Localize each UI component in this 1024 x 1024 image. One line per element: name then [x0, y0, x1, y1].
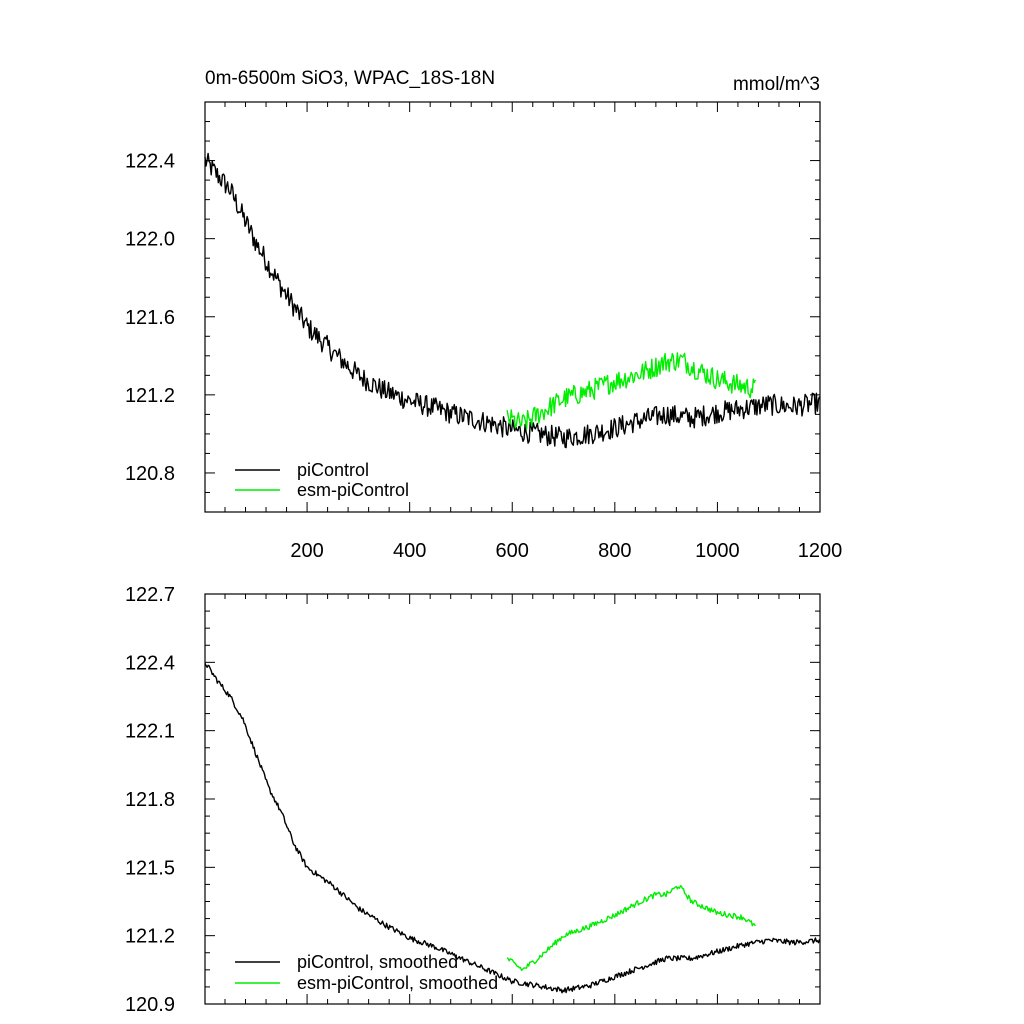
bottom-panel: 120.9 121.2 121.5 121.8 122.1 122.4 122.7 piCo… — [125, 584, 821, 1016]
top-panel-units: mmol/m^3 — [733, 74, 820, 95]
bottom-legend: piControl, smoothed esm-piControl, smoot… — [235, 952, 498, 993]
plot-frame — [204, 593, 821, 1005]
x-tick-label: 200 — [290, 540, 323, 562]
y-tick-label: 121.2 — [125, 926, 175, 948]
x-tick-label: 800 — [598, 540, 631, 562]
y-tick-label: 122.1 — [125, 721, 175, 743]
series-line-picontrol-smoothed — [204, 663, 821, 994]
y-tick-label: 120.9 — [125, 994, 175, 1016]
top-panel-title: 0m-6500m SiO3, WPAC_18S-18N — [205, 68, 495, 89]
y-tick-label: 121.6 — [125, 307, 175, 329]
bottom-plot-area: 120.9 121.2 121.5 121.8 122.1 122.4 122.7 — [125, 584, 821, 1016]
legend-label-picontrol-smoothed: piControl, smoothed — [297, 952, 458, 972]
y-tick-label: 122.4 — [125, 151, 175, 173]
y-tick-label: 122.4 — [125, 652, 175, 674]
x-tick-label: 1000 — [695, 540, 740, 562]
top-legend: piControl esm-piControl — [235, 460, 409, 500]
top-panel: 0m-6500m SiO3, WPAC_18S-18N mmol/m^3 200… — [125, 68, 842, 562]
y-tick-label: 121.8 — [125, 789, 175, 811]
top-plot-area: 200 400 600 800 1000 1200 120.8 121.2 121.6 122.0… — [125, 101, 843, 562]
y-tick-label: 121.5 — [125, 857, 175, 879]
legend-label-picontrol: piControl — [297, 460, 369, 480]
series-line-picontrol — [204, 152, 821, 449]
legend-label-esm-picontrol-smoothed: esm-piControl, smoothed — [297, 973, 498, 993]
x-tick-label: 400 — [393, 540, 426, 562]
x-tick-label: 600 — [496, 540, 529, 562]
legend-label-esm-picontrol: esm-piControl — [297, 480, 409, 500]
y-tick-label: 122.0 — [125, 229, 175, 251]
y-tick-label: 122.7 — [125, 584, 175, 606]
x-tick-label: 1200 — [798, 540, 843, 562]
series-line-esm-picontrol-smoothed — [506, 885, 756, 972]
series-line-esm-picontrol — [506, 352, 757, 430]
y-tick-label: 121.2 — [125, 385, 175, 407]
y-tick-label: 120.8 — [125, 463, 175, 485]
